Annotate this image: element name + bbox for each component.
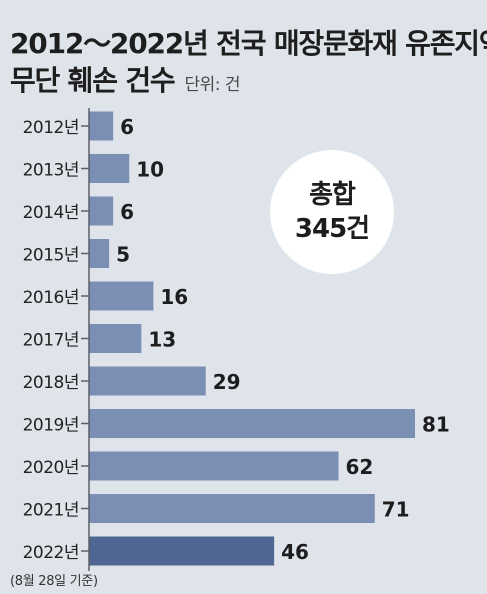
- bar: [89, 366, 206, 396]
- category-label: 2021년: [23, 501, 79, 521]
- bar-value-label: 81: [422, 413, 450, 437]
- bar: [89, 154, 130, 183]
- bar-value-label: 13: [148, 328, 176, 352]
- category-label: 2013년: [23, 161, 79, 181]
- bar: [89, 409, 415, 438]
- bar: [89, 111, 114, 141]
- bar-value-label: 62: [346, 455, 374, 479]
- chart-title: 2012～2022년 전국 매장문화재 유존지역: [10, 27, 487, 60]
- category-label: 2018년: [23, 373, 79, 393]
- bar: [89, 536, 275, 566]
- bar: [89, 196, 114, 226]
- bar-value-label: 16: [160, 285, 188, 309]
- chart-title-second-line: 무단 훼손 건수: [10, 64, 176, 97]
- category-label: 2016년: [23, 288, 79, 308]
- total-summary-value: 345건: [294, 214, 370, 244]
- bar-value-label: 6: [120, 115, 134, 139]
- category-label: 2012년: [23, 118, 79, 138]
- bar: [89, 451, 339, 481]
- category-label: 2020년: [23, 458, 79, 478]
- bar-value-label: 10: [136, 158, 164, 182]
- bar-value-label: 6: [120, 200, 134, 224]
- total-summary-label: 총합: [309, 180, 356, 210]
- category-label: 2015년: [23, 246, 79, 266]
- footnote: (8월 28일 기준): [10, 574, 98, 589]
- category-label: 2017년: [23, 331, 79, 351]
- bar: [89, 324, 142, 353]
- bar-value-label: 71: [382, 498, 410, 522]
- category-label: 2014년: [23, 203, 79, 223]
- bar-value-label: 29: [213, 370, 241, 394]
- bar-value-label: 46: [281, 540, 309, 564]
- bar: [89, 239, 110, 268]
- bar: [89, 281, 154, 311]
- unit-label: 단위: 건: [184, 75, 241, 95]
- category-label: 2019년: [23, 416, 79, 436]
- category-label: 2022년: [23, 543, 79, 563]
- chart-title-line2: 무단 훼손 건수 단위: 건: [10, 59, 241, 99]
- bar-value-label: 5: [116, 243, 130, 267]
- bar: [89, 494, 375, 523]
- total-summary-circle: 총합 345건: [270, 150, 394, 274]
